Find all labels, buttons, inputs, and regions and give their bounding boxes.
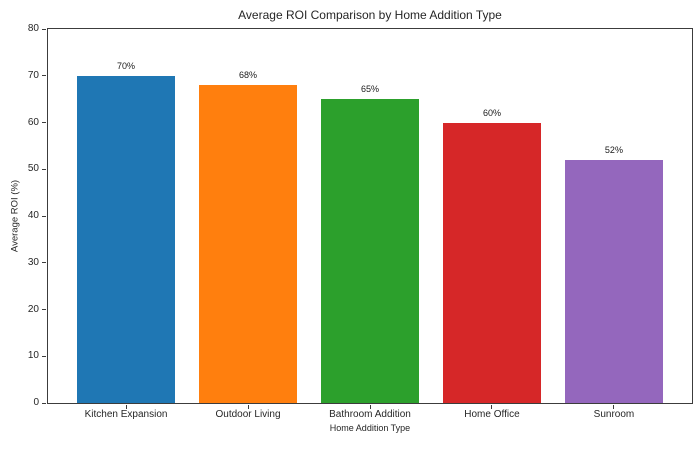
x-tick-mark: [247, 405, 249, 409]
x-tick-mark: [491, 405, 493, 409]
bar-value-label: 65%: [360, 84, 380, 95]
bar-bathroom-addition: [321, 99, 419, 403]
y-tick-label: 80: [27, 23, 39, 34]
x-tick-label: Bathroom Addition: [329, 409, 411, 420]
bar-value-label: 70%: [117, 60, 136, 71]
x-tick-label: Kitchen Expansion: [84, 409, 168, 420]
x-tick-mark: [369, 405, 371, 409]
x-tick-label: Sunroom: [593, 409, 635, 420]
bar-sunroom: [565, 159, 663, 403]
bar-home-office: [443, 122, 541, 403]
bar-outdoor-living: [199, 85, 297, 403]
y-tick-mark: [42, 122, 46, 123]
y-tick-mark: [42, 309, 46, 310]
y-tick-label: 70: [27, 69, 39, 81]
y-tick-mark: [42, 215, 46, 217]
x-axis-label: Home Addition Type: [329, 423, 411, 433]
x-tick-mark: [613, 405, 615, 409]
y-tick-mark: [42, 355, 46, 357]
bar-value-label: 52%: [604, 144, 623, 155]
y-tick-label: 50: [27, 163, 39, 175]
y-tick-mark: [42, 28, 46, 30]
bar-value-label: 68%: [239, 70, 258, 81]
x-tick-label: Outdoor Living: [215, 409, 281, 420]
y-tick-label: 10: [27, 350, 39, 362]
y-tick-mark: [42, 262, 46, 264]
y-tick-label: 20: [27, 303, 39, 315]
y-tick-mark: [42, 402, 46, 404]
chart-title: Average ROI Comparison by Home Addition …: [238, 8, 502, 22]
y-tick-label: 0: [33, 397, 39, 408]
y-tick-label: 30: [27, 256, 39, 268]
y-tick-mark: [42, 75, 46, 77]
x-tick-label: Home Office: [464, 409, 520, 420]
plot-area: 0 10 20 30 40 50 60 70 80 70% Kitchen Expansion 68%…: [28, 23, 693, 420]
x-tick-mark: [125, 405, 127, 409]
bar-value-label: 60%: [482, 107, 501, 118]
y-tick-label: 60: [27, 116, 39, 128]
bar-kitchen-expansion: [77, 75, 175, 403]
y-tick-label: 40: [27, 210, 39, 221]
y-tick-mark: [42, 168, 46, 170]
